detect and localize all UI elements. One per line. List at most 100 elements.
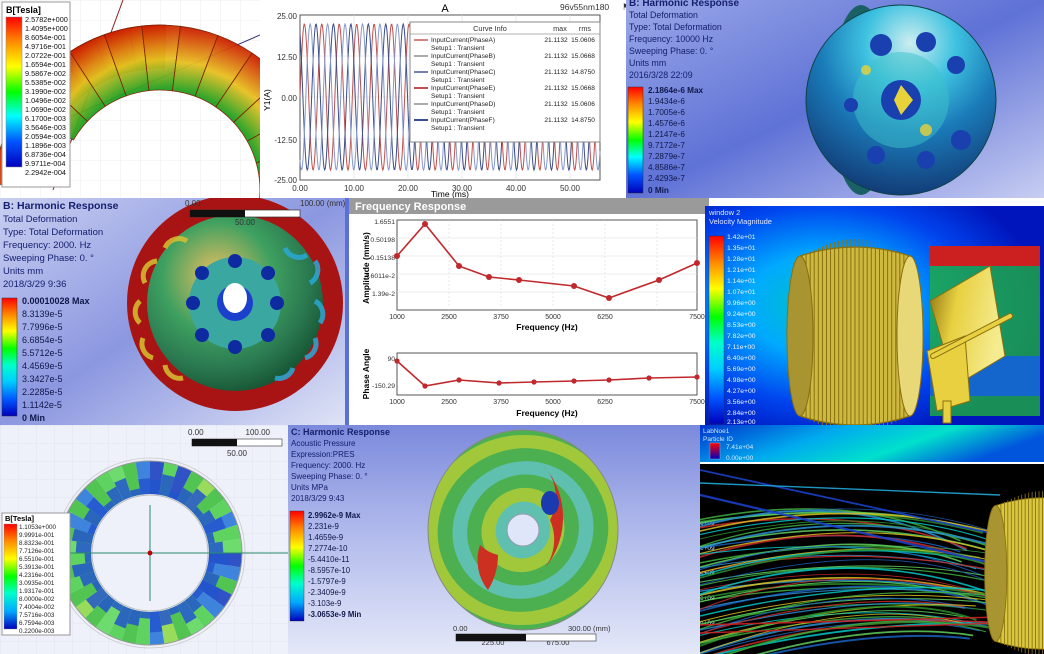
svg-text:-5.4410e-11: -5.4410e-11 — [308, 555, 349, 564]
svg-text:0.2200e-003: 0.2200e-003 — [19, 628, 55, 635]
svg-text:1.1142e-5: 1.1142e-5 — [22, 400, 62, 410]
svg-text:Frequency: 10000 Hz: Frequency: 10000 Hz — [629, 34, 713, 44]
svg-text:1.7005e-6: 1.7005e-6 — [648, 108, 685, 117]
svg-text:Time (ms): Time (ms) — [431, 189, 469, 198]
svg-text:2.231e-9: 2.231e-9 — [308, 522, 339, 531]
svg-text:7.41e+04: 7.41e+04 — [726, 444, 754, 451]
svg-text:InputCurrent(PhaseF): InputCurrent(PhaseF) — [431, 117, 495, 124]
svg-text:1.4659e-9: 1.4659e-9 — [308, 533, 343, 542]
svg-text:96v55nm180: 96v55nm180 — [560, 2, 609, 12]
svg-text:2.2285e-5: 2.2285e-5 — [22, 387, 63, 397]
svg-text:9.5867e-002: 9.5867e-002 — [25, 69, 66, 78]
svg-text:Curve Info: Curve Info — [473, 24, 507, 33]
svg-text:Amplitude (mm/s): Amplitude (mm/s) — [361, 232, 371, 304]
svg-text:2.84e+00: 2.84e+00 — [727, 410, 756, 417]
svg-text:Setup1 : Transient: Setup1 : Transient — [431, 77, 485, 84]
svg-text:5000: 5000 — [545, 314, 561, 321]
svg-text:Sweeping Phase: 0. °: Sweeping Phase: 0. ° — [291, 472, 368, 481]
svg-text:-3.103e-9: -3.103e-9 — [308, 599, 341, 608]
svg-text:2.0722e-001: 2.0722e-001 — [25, 51, 66, 60]
svg-text:7.11e+00: 7.11e+00 — [727, 344, 755, 351]
svg-text:0 Min: 0 Min — [648, 186, 669, 195]
svg-text:Frequency (Hz): Frequency (Hz) — [516, 322, 578, 332]
svg-text:Expression:PRES: Expression:PRES — [291, 450, 355, 459]
svg-text:4.27e+00: 4.27e+00 — [727, 388, 756, 395]
svg-text:10.00: 10.00 — [344, 184, 365, 193]
svg-text:0.15138: 0.15138 — [370, 255, 395, 262]
svg-text:8.6054e-001: 8.6054e-001 — [25, 33, 66, 42]
svg-text:C: Harmonic Response: C: Harmonic Response — [291, 427, 390, 437]
svg-text:Frequency Response: Frequency Response — [355, 201, 466, 213]
svg-text:-8.5957e-10: -8.5957e-10 — [308, 566, 351, 575]
svg-text:3.1990e-002: 3.1990e-002 — [25, 87, 66, 96]
svg-text:1.0690e-002: 1.0690e-002 — [25, 105, 66, 114]
svg-text:25.00: 25.00 — [277, 12, 298, 21]
svg-text:max: max — [553, 24, 567, 33]
svg-text:7.4004e-002: 7.4004e-002 — [19, 604, 55, 611]
svg-text:3.5646e-003: 3.5646e-003 — [25, 123, 66, 132]
svg-text:3.0935e-001: 3.0935e-001 — [19, 580, 55, 587]
svg-text:6.5510e-001: 6.5510e-001 — [19, 556, 55, 563]
svg-text:21.1132: 21.1132 — [544, 69, 568, 76]
svg-text:9.7172e-7: 9.7172e-7 — [648, 141, 685, 150]
svg-text:4.2316e-001: 4.2316e-001 — [19, 572, 55, 579]
svg-text:Y1(A): Y1(A) — [262, 89, 272, 111]
svg-text:1.35e+01: 1.35e+01 — [727, 245, 756, 252]
svg-text:50.00: 50.00 — [227, 449, 248, 458]
svg-text:90: 90 — [387, 356, 395, 363]
svg-text:1.6594e-001: 1.6594e-001 — [25, 60, 66, 69]
svg-text:1000: 1000 — [389, 314, 405, 321]
svg-text:5000: 5000 — [545, 399, 561, 406]
svg-text:Sweeping Phase: 0. °: Sweeping Phase: 0. ° — [3, 253, 94, 264]
svg-text:1000: 1000 — [389, 399, 405, 406]
svg-text:Units MPa: Units MPa — [291, 483, 328, 492]
svg-text:2018/3/29 9:36: 2018/3/29 9:36 — [3, 279, 66, 290]
svg-text:Total Deformation: Total Deformation — [629, 10, 698, 20]
svg-text:9.24e+00: 9.24e+00 — [727, 311, 756, 318]
svg-text:4.8586e-7: 4.8586e-7 — [648, 163, 685, 172]
svg-text:6.40e+00: 6.40e+00 — [727, 355, 756, 362]
svg-text:InputCurrent(PhaseD): InputCurrent(PhaseD) — [431, 101, 496, 108]
svg-text:7.7996e-5: 7.7996e-5 — [22, 322, 63, 332]
svg-text:0.00: 0.00 — [292, 184, 308, 193]
svg-text:9.96e+00: 9.96e+00 — [727, 300, 756, 307]
svg-text:5.69e+00: 5.69e+00 — [727, 366, 756, 373]
svg-text:100.00 (mm): 100.00 (mm) — [300, 199, 345, 208]
svg-text:1.9317e-001: 1.9317e-001 — [19, 588, 55, 595]
svg-text:21.1132: 21.1132 — [544, 37, 568, 44]
svg-text:Setup1 : Transient: Setup1 : Transient — [431, 93, 485, 100]
svg-text:0.00: 0.00 — [188, 428, 204, 437]
svg-text:5.3913e-001: 5.3913e-001 — [19, 564, 55, 571]
svg-text:0.00: 0.00 — [185, 199, 201, 208]
svg-text:1.1896e-003: 1.1896e-003 — [25, 141, 66, 150]
svg-text:B: Harmonic Response: B: Harmonic Response — [629, 0, 739, 9]
svg-text:InputCurrent(PhaseA): InputCurrent(PhaseA) — [431, 37, 495, 44]
svg-text:14.8750: 14.8750 — [571, 117, 595, 124]
svg-text:Frequency (Hz): Frequency (Hz) — [516, 408, 578, 418]
svg-text:Setup1 : Transient: Setup1 : Transient — [431, 125, 485, 132]
svg-text:Units mm: Units mm — [629, 58, 666, 68]
svg-text:15.0606: 15.0606 — [571, 37, 595, 44]
svg-text:Velocity Magnitude: Velocity Magnitude — [709, 217, 772, 226]
svg-text:0.00: 0.00 — [453, 624, 468, 633]
svg-text:2.1864e-6 Max: 2.1864e-6 Max — [648, 86, 704, 95]
svg-text:Setup1 : Transient: Setup1 : Transient — [431, 61, 485, 68]
svg-text:B: Harmonic Response: B: Harmonic Response — [3, 200, 119, 212]
svg-text:3750: 3750 — [493, 314, 509, 321]
svg-text:Acoustic Pressure: Acoustic Pressure — [291, 439, 356, 448]
svg-text:8.3139e-5: 8.3139e-5 — [22, 309, 63, 319]
svg-text:0.50198: 0.50198 — [370, 237, 395, 244]
svg-text:LabNoe1: LabNoe1 — [703, 428, 730, 435]
svg-text:14.8750: 14.8750 — [571, 69, 595, 76]
svg-text:5.5712e-5: 5.5712e-5 — [22, 348, 63, 358]
svg-text:2.2942e-004: 2.2942e-004 — [25, 168, 66, 177]
svg-text:12.50: 12.50 — [277, 53, 298, 62]
svg-text:Frequency: 2000. Hz: Frequency: 2000. Hz — [291, 461, 365, 470]
svg-text:9.9991e-001: 9.9991e-001 — [19, 532, 55, 539]
svg-text:7500: 7500 — [689, 399, 705, 406]
svg-text:2.9962e-9 Max: 2.9962e-9 Max — [308, 511, 361, 520]
svg-text:1.4095e+000: 1.4095e+000 — [25, 24, 68, 33]
svg-text:40.00: 40.00 — [506, 184, 527, 193]
svg-text:50.00: 50.00 — [560, 184, 581, 193]
svg-text:Total Deformation: Total Deformation — [3, 214, 77, 225]
